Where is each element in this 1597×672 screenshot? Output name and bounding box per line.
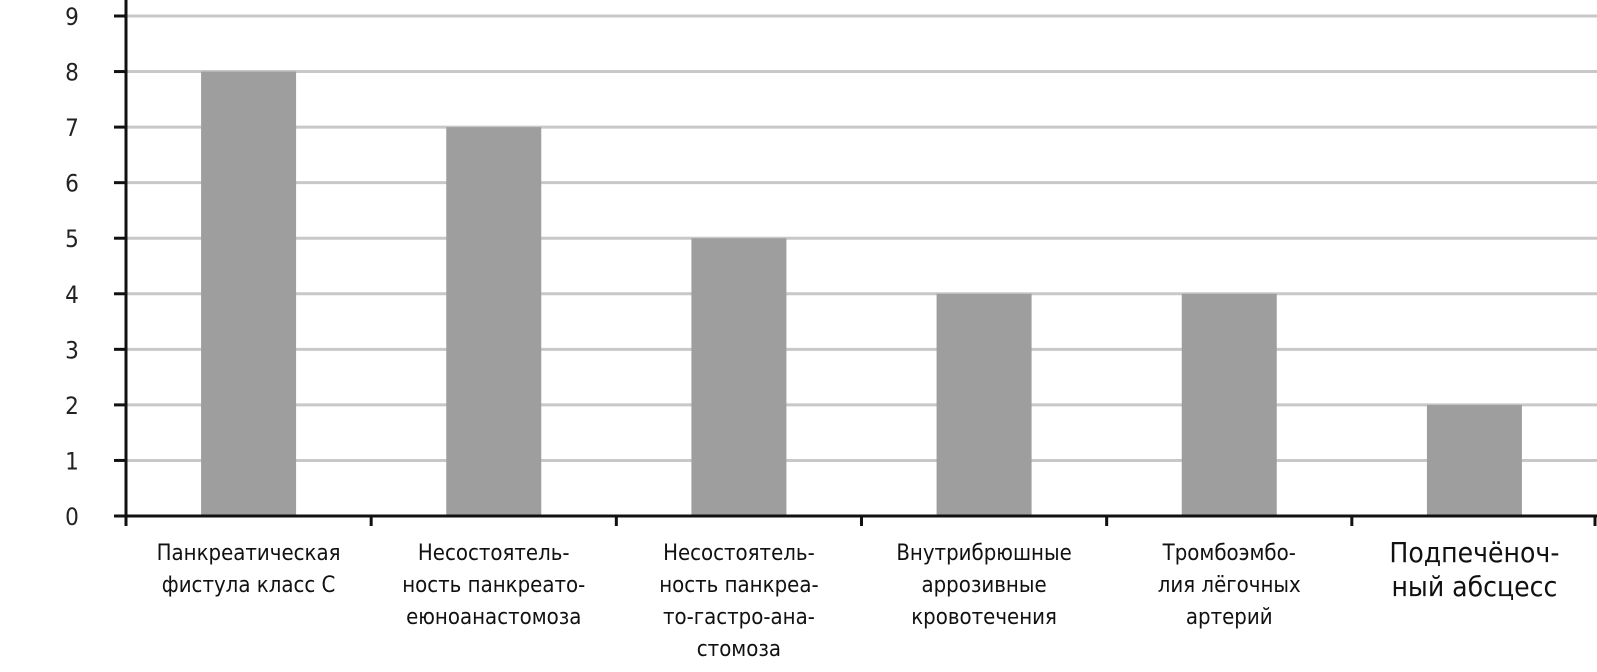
bars xyxy=(201,71,1522,517)
x-category-label-line: кровотечения xyxy=(911,605,1057,630)
y-tick-label-7: 7 xyxy=(65,114,79,142)
x-category-label-line: артерий xyxy=(1186,605,1273,630)
x-category-label-2: Несостоятель-ность панкреато-еюноанастом… xyxy=(402,541,585,630)
x-category-labels: Панкреатическая фистула класс С Несостояте… xyxy=(157,536,1560,662)
x-category-label-line: то-гастро-ана- xyxy=(663,605,815,630)
x-category-label-line: Внутрибрюшные xyxy=(896,541,1071,566)
x-category-label-line: лия лёгочных xyxy=(1158,573,1301,598)
y-tick-label-8: 8 xyxy=(65,59,79,87)
x-category-label-1: Панкреатическая фистула класс С xyxy=(157,541,341,598)
x-category-label-line: ность панкреато- xyxy=(402,573,585,598)
bar-6 xyxy=(1426,404,1522,516)
x-category-label-6: Подпечёноч-ный абсцесс xyxy=(1389,536,1559,603)
gridlines xyxy=(126,14,1597,462)
x-category-label-3: Несостоятель-ность панкреа-то-гастро-ана… xyxy=(659,541,818,662)
x-category-label-line: стомоза xyxy=(697,637,781,662)
bar-1 xyxy=(201,71,297,517)
y-tick-label-3: 3 xyxy=(65,336,79,364)
y-tick-label-1: 1 xyxy=(65,447,79,475)
y-tick-label-2: 2 xyxy=(65,392,79,420)
x-category-label-line: еюноанастомоза xyxy=(406,605,581,630)
y-tick-label-5: 5 xyxy=(65,225,79,253)
y-tick-label-9: 9 xyxy=(65,3,79,31)
bar-4 xyxy=(936,293,1032,516)
x-category-label-line: Подпечёноч- xyxy=(1389,536,1559,569)
bar-2 xyxy=(446,127,542,516)
x-category-label-line: аррозивные xyxy=(921,573,1046,598)
bar-5 xyxy=(1181,293,1277,516)
x-category-label-5: Тромбоэмбо-лия лёгочных артерий xyxy=(1158,541,1301,630)
x-category-label-line: Несостоятель- xyxy=(663,541,815,566)
x-category-label-line: Тромбоэмбо- xyxy=(1162,541,1296,566)
x-category-label-line: ность панкреа- xyxy=(659,573,818,598)
x-category-label-line: Панкреатическая xyxy=(157,541,341,566)
axes xyxy=(114,0,1597,526)
y-tick-labels: 0 1 2 3 4 5 6 7 8 9 xyxy=(65,3,79,531)
x-category-label-line: ный абсцесс xyxy=(1391,570,1557,603)
x-category-label-line: фистула класс С xyxy=(162,573,336,598)
x-category-label-4: Внутрибрюшные аррозивные кровотечения xyxy=(896,541,1071,630)
y-tick-label-0: 0 xyxy=(65,503,79,531)
bar-3 xyxy=(691,238,787,516)
x-category-label-line: Несостоятель- xyxy=(418,541,570,566)
y-tick-label-4: 4 xyxy=(65,281,79,309)
y-tick-label-6: 6 xyxy=(65,170,79,198)
